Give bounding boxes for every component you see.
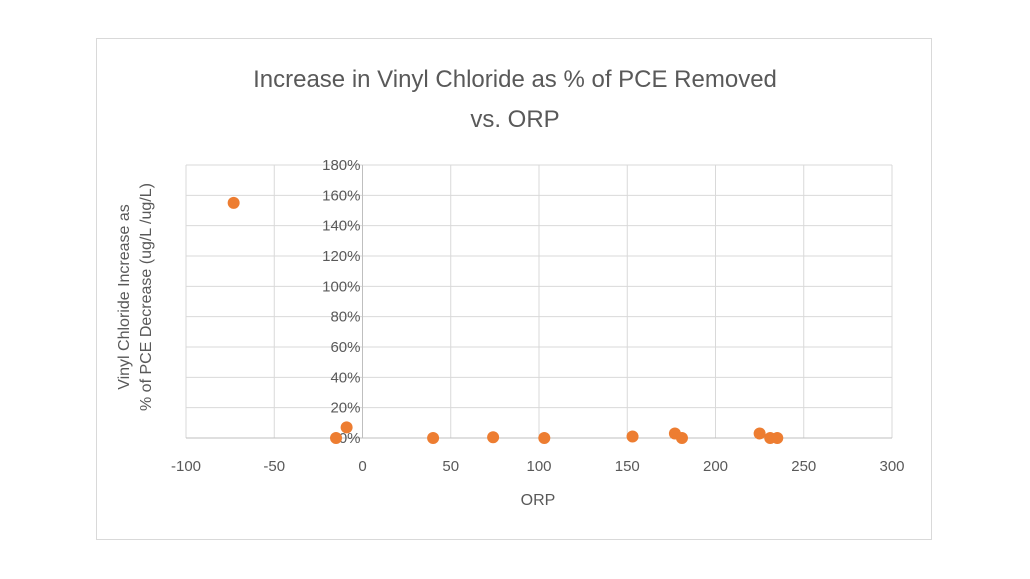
x-tick-label: 50: [442, 458, 459, 475]
data-point: [538, 432, 551, 444]
chart-title: Increase in Vinyl Chloride as % of PCE R…: [253, 66, 777, 133]
y-axis-label-line-2: % of PCE Decrease (ug/L /ug/L): [138, 183, 155, 411]
x-tick-label: -50: [263, 458, 285, 475]
data-point: [626, 430, 639, 443]
x-tick-label: 150: [615, 458, 640, 475]
x-tick-label: 300: [879, 458, 904, 475]
chart-title-line-1: Increase in Vinyl Chloride as % of PCE R…: [253, 66, 777, 93]
x-tick-label: 250: [791, 458, 816, 475]
y-tick-label: 100%: [322, 278, 360, 295]
y-tick-labels: 0% 20% 40% 60% 80% 100% 120% 140% 160% 180%: [322, 157, 360, 447]
y-tick-label: 0%: [339, 430, 361, 447]
data-point: [487, 431, 500, 444]
y-axis-label: Vinyl Chloride Increase as % of PCE Decr…: [116, 183, 155, 411]
y-tick-label: 80%: [330, 309, 360, 326]
data-point: [753, 427, 766, 440]
x-tick-labels: -100 -50 0 50 100 150 200 250 300: [171, 458, 905, 475]
data-point: [227, 196, 240, 209]
y-tick-label: 20%: [330, 400, 360, 417]
x-axis-label: ORP: [521, 492, 556, 509]
data-point: [675, 432, 688, 444]
y-tick-label: 120%: [322, 248, 360, 265]
data-point: [330, 432, 343, 444]
data-point: [771, 432, 784, 444]
y-axis-label-line-1: Vinyl Chloride Increase as: [116, 204, 133, 390]
x-tick-label: 200: [703, 458, 728, 475]
x-tick-label: 100: [526, 458, 551, 475]
chart-container: Increase in Vinyl Chloride as % of PCE R…: [96, 38, 932, 540]
y-tick-label: 160%: [322, 187, 360, 204]
y-tick-label: 40%: [330, 369, 360, 386]
data-points: [227, 196, 784, 444]
y-tick-label: 60%: [330, 339, 360, 356]
scatter-chart: Increase in Vinyl Chloride as % of PCE R…: [116, 66, 905, 509]
chart-title-line-2: vs. ORP: [470, 106, 559, 133]
y-tick-label: 140%: [322, 218, 360, 235]
gridlines: [185, 164, 893, 438]
x-tick-label: -100: [171, 458, 201, 475]
y-tick-label: 180%: [322, 157, 360, 174]
x-tick-label: 0: [358, 458, 366, 475]
data-point: [427, 432, 440, 444]
data-point: [340, 421, 353, 434]
